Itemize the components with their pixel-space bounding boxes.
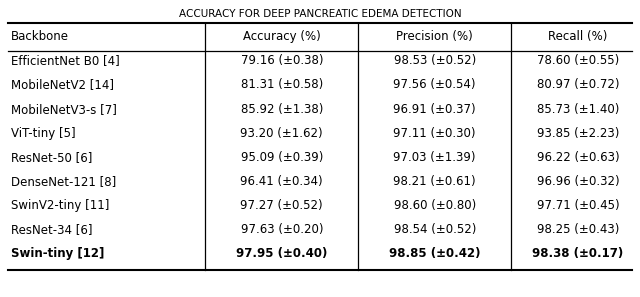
Text: 97.63 (±0.20): 97.63 (±0.20) <box>241 223 323 236</box>
Text: SwinV2-tiny [11]: SwinV2-tiny [11] <box>11 199 109 212</box>
Text: Precision (%): Precision (%) <box>396 30 473 43</box>
Text: 96.22 (±0.63): 96.22 (±0.63) <box>537 151 620 164</box>
Text: 96.91 (±0.37): 96.91 (±0.37) <box>394 102 476 116</box>
Text: 97.71 (±0.45): 97.71 (±0.45) <box>537 199 620 212</box>
Text: 85.73 (±1.40): 85.73 (±1.40) <box>537 102 620 116</box>
Text: 98.25 (±0.43): 98.25 (±0.43) <box>537 223 620 236</box>
Text: MobileNetV2 [14]: MobileNetV2 [14] <box>11 78 114 91</box>
Text: ViT-tiny [5]: ViT-tiny [5] <box>11 127 76 140</box>
Text: 78.60 (±0.55): 78.60 (±0.55) <box>537 54 620 67</box>
Text: MobileNetV3-s [7]: MobileNetV3-s [7] <box>11 102 117 116</box>
Text: 97.95 (±0.40): 97.95 (±0.40) <box>236 247 328 260</box>
Text: ResNet-34 [6]: ResNet-34 [6] <box>11 223 92 236</box>
Text: Swin-tiny [12]: Swin-tiny [12] <box>11 247 104 260</box>
Text: 97.03 (±1.39): 97.03 (±1.39) <box>394 151 476 164</box>
Text: Accuracy (%): Accuracy (%) <box>243 30 321 43</box>
Text: ResNet-50 [6]: ResNet-50 [6] <box>11 151 92 164</box>
Text: 98.53 (±0.52): 98.53 (±0.52) <box>394 54 476 67</box>
Text: 98.54 (±0.52): 98.54 (±0.52) <box>394 223 476 236</box>
Text: 98.38 (±0.17): 98.38 (±0.17) <box>532 247 624 260</box>
Text: 81.31 (±0.58): 81.31 (±0.58) <box>241 78 323 91</box>
Text: 80.97 (±0.72): 80.97 (±0.72) <box>537 78 620 91</box>
Text: 98.60 (±0.80): 98.60 (±0.80) <box>394 199 476 212</box>
Text: 98.21 (±0.61): 98.21 (±0.61) <box>394 175 476 188</box>
Text: 97.56 (±0.54): 97.56 (±0.54) <box>394 78 476 91</box>
Text: Backbone: Backbone <box>11 30 69 43</box>
Text: 93.20 (±1.62): 93.20 (±1.62) <box>241 127 323 140</box>
Text: EfficientNet B0 [4]: EfficientNet B0 [4] <box>11 54 120 67</box>
Text: ACCURACY FOR DEEP PANCREATIC EDEMA DETECTION: ACCURACY FOR DEEP PANCREATIC EDEMA DETEC… <box>179 9 461 19</box>
Text: 96.41 (±0.34): 96.41 (±0.34) <box>241 175 323 188</box>
Text: 85.92 (±1.38): 85.92 (±1.38) <box>241 102 323 116</box>
Text: 96.96 (±0.32): 96.96 (±0.32) <box>537 175 620 188</box>
Text: 97.11 (±0.30): 97.11 (±0.30) <box>394 127 476 140</box>
Text: 93.85 (±2.23): 93.85 (±2.23) <box>537 127 620 140</box>
Text: Recall (%): Recall (%) <box>548 30 608 43</box>
Text: 98.85 (±0.42): 98.85 (±0.42) <box>389 247 481 260</box>
Text: DenseNet-121 [8]: DenseNet-121 [8] <box>11 175 116 188</box>
Text: 97.27 (±0.52): 97.27 (±0.52) <box>241 199 323 212</box>
Text: 95.09 (±0.39): 95.09 (±0.39) <box>241 151 323 164</box>
Text: 79.16 (±0.38): 79.16 (±0.38) <box>241 54 323 67</box>
